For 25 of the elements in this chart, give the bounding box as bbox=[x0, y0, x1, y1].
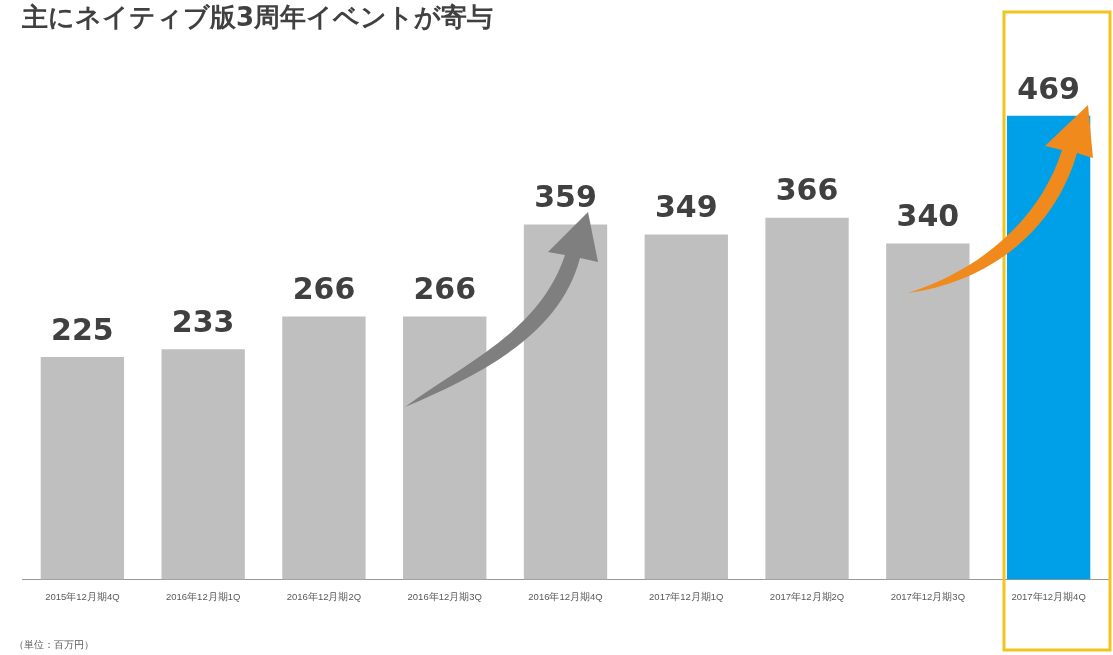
data-label: 349 bbox=[654, 189, 718, 225]
data-label: 366 bbox=[775, 172, 839, 208]
x-tick-label: 2017年12月期1Q bbox=[649, 590, 724, 602]
bar bbox=[282, 316, 366, 580]
bar bbox=[161, 349, 245, 580]
bar bbox=[765, 217, 849, 580]
text: （単位：百万円） bbox=[14, 638, 94, 650]
x-tick-label: 2015年12月期4Q bbox=[45, 590, 120, 602]
x-tick-label: 2017年12月期3Q bbox=[890, 590, 966, 602]
bar bbox=[40, 357, 125, 580]
data-label: 340 bbox=[896, 198, 960, 234]
x-tick-label: 2016年12月期4Q bbox=[528, 590, 603, 602]
data-label: 233 bbox=[171, 304, 235, 340]
bar bbox=[644, 234, 728, 580]
data-label: 225 bbox=[51, 311, 114, 347]
x-tick-label: 2016年12月期1Q bbox=[165, 590, 241, 602]
data-label: 266 bbox=[413, 271, 477, 307]
x-tick-label: 2017年12月期2Q bbox=[769, 590, 845, 602]
data-label: 359 bbox=[534, 179, 597, 215]
chart-title: 主にネイティブ版3周年イベントが寄与 bbox=[21, 2, 494, 33]
data-label: 469 bbox=[1017, 70, 1080, 106]
x-tick-label: 2016年12月期3Q bbox=[407, 590, 482, 602]
x-tick-label: 2017年12月期4Q bbox=[1011, 590, 1086, 602]
x-tick-label: 2016年12月期2Q bbox=[286, 590, 362, 602]
data-label: 266 bbox=[292, 271, 356, 307]
